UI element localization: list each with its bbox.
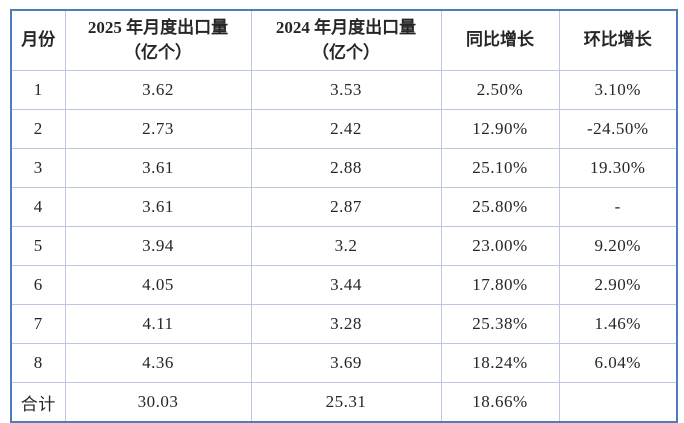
cell-export-2025: 3.94	[64, 226, 252, 266]
cell-total-mom-empty	[558, 382, 678, 423]
cell-export-2024: 3.44	[250, 265, 442, 305]
cell-mom: 9.20%	[558, 226, 678, 266]
cell-export-2025: 3.61	[64, 148, 252, 188]
cell-yoy: 23.00%	[440, 226, 560, 266]
table-row: 3 3.61 2.88 25.10% 19.30%	[10, 148, 678, 188]
cell-mom: 19.30%	[558, 148, 678, 188]
column-header-yoy-growth: 同比增长	[440, 9, 560, 71]
monthly-export-table-container: 月份 2025 年月度出口量 （亿个） 2024 年月度出口量 （亿个） 同比增…	[10, 9, 678, 423]
column-header-export-2025: 2025 年月度出口量 （亿个）	[64, 9, 252, 71]
cell-export-2024: 2.42	[250, 109, 442, 149]
table-row: 5 3.94 3.2 23.00% 9.20%	[10, 226, 678, 266]
cell-mom: -	[558, 187, 678, 227]
cell-yoy: 25.10%	[440, 148, 560, 188]
cell-export-2024: 3.53	[250, 70, 442, 110]
cell-yoy: 18.24%	[440, 343, 560, 383]
cell-export-2024: 2.88	[250, 148, 442, 188]
cell-export-2024: 3.28	[250, 304, 442, 344]
cell-month: 8	[10, 343, 66, 383]
cell-total-yoy: 18.66%	[440, 382, 560, 423]
cell-total-label: 合计	[10, 382, 66, 423]
cell-export-2025: 3.62	[64, 70, 252, 110]
table-row: 7 4.11 3.28 25.38% 1.46%	[10, 304, 678, 344]
column-header-export-2025-line2: （亿个）	[124, 42, 192, 62]
monthly-export-table: 月份 2025 年月度出口量 （亿个） 2024 年月度出口量 （亿个） 同比增…	[10, 9, 678, 423]
table-row: 8 4.36 3.69 18.24% 6.04%	[10, 343, 678, 383]
column-header-export-2025-line1: 2025 年月度出口量	[87, 17, 229, 37]
column-header-mom-growth: 环比增长	[558, 9, 678, 71]
cell-mom: 2.90%	[558, 265, 678, 305]
cell-total-export-2025: 30.03	[64, 382, 252, 423]
cell-mom: 6.04%	[558, 343, 678, 383]
cell-month: 3	[10, 148, 66, 188]
cell-yoy: 25.38%	[440, 304, 560, 344]
total-row: 合计 30.03 25.31 18.66%	[10, 382, 678, 423]
cell-mom: 1.46%	[558, 304, 678, 344]
cell-mom-negative: -24.50%	[558, 109, 678, 149]
table-row: 1 3.62 3.53 2.50% 3.10%	[10, 70, 678, 110]
cell-month: 2	[10, 109, 66, 149]
cell-month: 4	[10, 187, 66, 227]
column-header-export-2024-line1: 2024 年月度出口量	[275, 17, 417, 37]
cell-export-2024: 2.87	[250, 187, 442, 227]
cell-month: 6	[10, 265, 66, 305]
cell-export-2024: 3.69	[250, 343, 442, 383]
column-header-month: 月份	[10, 9, 66, 71]
table-row: 6 4.05 3.44 17.80% 2.90%	[10, 265, 678, 305]
cell-yoy: 2.50%	[440, 70, 560, 110]
cell-export-2024: 3.2	[250, 226, 442, 266]
cell-export-2025: 4.05	[64, 265, 252, 305]
cell-export-2025: 4.11	[64, 304, 252, 344]
table-row: 2 2.73 2.42 12.90% -24.50%	[10, 109, 678, 149]
cell-export-2025: 4.36	[64, 343, 252, 383]
cell-yoy: 12.90%	[440, 109, 560, 149]
cell-export-2025: 2.73	[64, 109, 252, 149]
header-row: 月份 2025 年月度出口量 （亿个） 2024 年月度出口量 （亿个） 同比增…	[10, 9, 678, 71]
cell-month: 5	[10, 226, 66, 266]
cell-total-export-2024: 25.31	[250, 382, 442, 423]
cell-mom: 3.10%	[558, 70, 678, 110]
cell-month: 7	[10, 304, 66, 344]
column-header-export-2024-line2: （亿个）	[312, 42, 380, 62]
cell-yoy: 17.80%	[440, 265, 560, 305]
column-header-export-2024: 2024 年月度出口量 （亿个）	[250, 9, 442, 71]
cell-month: 1	[10, 70, 66, 110]
cell-export-2025: 3.61	[64, 187, 252, 227]
table-row: 4 3.61 2.87 25.80% -	[10, 187, 678, 227]
cell-yoy: 25.80%	[440, 187, 560, 227]
